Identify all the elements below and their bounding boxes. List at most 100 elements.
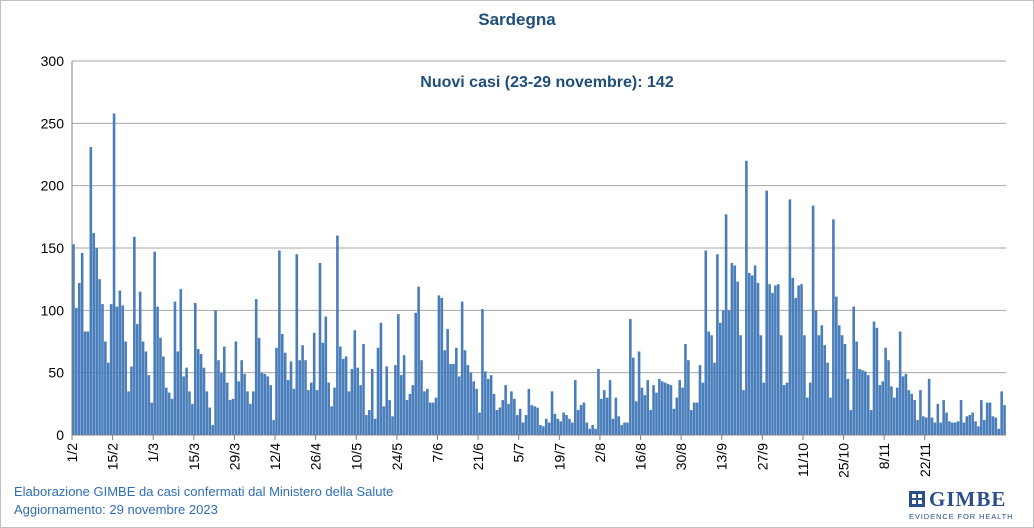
bar bbox=[501, 400, 505, 435]
bar bbox=[144, 351, 148, 435]
bar bbox=[246, 391, 249, 435]
bar bbox=[428, 402, 432, 435]
bar bbox=[980, 400, 983, 435]
bar bbox=[423, 391, 426, 435]
bar bbox=[817, 335, 821, 435]
bar bbox=[431, 402, 435, 435]
x-tick-label: 30/8 bbox=[673, 443, 689, 470]
bar bbox=[426, 388, 429, 435]
bar bbox=[597, 368, 600, 435]
bar bbox=[573, 380, 577, 435]
x-tick-label: 8/11 bbox=[876, 443, 892, 469]
bar bbox=[991, 416, 995, 435]
bar bbox=[376, 347, 380, 435]
bar bbox=[466, 365, 470, 435]
x-tick-label: 15/2 bbox=[105, 443, 121, 470]
bar bbox=[658, 378, 661, 435]
axes bbox=[71, 61, 1006, 440]
bar bbox=[669, 385, 673, 435]
bar bbox=[457, 376, 461, 435]
bar bbox=[982, 420, 986, 435]
bar bbox=[89, 147, 93, 435]
bar bbox=[913, 400, 916, 435]
bar bbox=[121, 305, 125, 435]
bar bbox=[220, 372, 223, 435]
bar bbox=[774, 285, 777, 435]
bar bbox=[695, 402, 699, 435]
bar bbox=[463, 350, 467, 435]
bar bbox=[878, 385, 882, 435]
bar bbox=[800, 284, 803, 435]
bar bbox=[455, 347, 458, 435]
bar bbox=[185, 367, 188, 435]
bar bbox=[687, 360, 690, 435]
bar bbox=[742, 390, 745, 435]
bar bbox=[956, 421, 960, 435]
bar bbox=[524, 415, 528, 435]
bar bbox=[919, 390, 922, 435]
bar bbox=[971, 412, 974, 435]
bar bbox=[530, 405, 534, 435]
bars bbox=[72, 113, 1006, 436]
bar bbox=[823, 345, 827, 435]
bar bbox=[359, 385, 362, 435]
y-tick-label: 300 bbox=[41, 53, 65, 69]
bar bbox=[777, 284, 780, 435]
bar bbox=[869, 410, 873, 435]
bar bbox=[150, 402, 154, 435]
bar bbox=[283, 352, 287, 435]
bar bbox=[852, 306, 856, 435]
gimbe-logo-mark-icon bbox=[909, 491, 925, 507]
bar bbox=[147, 375, 151, 435]
bar bbox=[475, 388, 478, 435]
bar bbox=[959, 400, 963, 435]
bar bbox=[579, 405, 583, 435]
y-axis-tick-labels: 0 50 100 150 200 250 300 bbox=[41, 53, 65, 443]
bar bbox=[808, 382, 812, 435]
bar bbox=[193, 302, 197, 435]
bar bbox=[747, 272, 751, 435]
bar bbox=[394, 365, 397, 435]
bar bbox=[576, 410, 580, 435]
x-tick-label: 7/6 bbox=[429, 443, 445, 463]
bar bbox=[368, 410, 371, 435]
bar bbox=[689, 410, 693, 435]
bar bbox=[849, 410, 853, 435]
x-tick-label: 5/7 bbox=[511, 443, 527, 463]
bar bbox=[994, 417, 998, 435]
bar bbox=[855, 341, 858, 435]
bar bbox=[875, 327, 879, 435]
bar bbox=[170, 398, 174, 435]
x-tick-label: 11/10 bbox=[795, 443, 811, 477]
bar bbox=[298, 360, 301, 435]
bar bbox=[536, 407, 539, 435]
bar bbox=[611, 418, 615, 435]
bar bbox=[608, 380, 612, 435]
bar bbox=[768, 284, 771, 435]
bar bbox=[704, 250, 708, 435]
bar bbox=[936, 403, 940, 435]
bar bbox=[92, 233, 96, 435]
bar bbox=[280, 334, 284, 435]
bar bbox=[83, 331, 87, 435]
bar bbox=[582, 402, 586, 435]
bar bbox=[208, 407, 212, 435]
bar bbox=[924, 417, 928, 435]
bar bbox=[240, 360, 243, 435]
bar bbox=[333, 387, 336, 435]
y-tick-label: 200 bbox=[41, 178, 65, 194]
x-tick-label: 1/3 bbox=[145, 443, 161, 463]
bar bbox=[884, 347, 887, 435]
bar bbox=[916, 420, 919, 435]
update-date: Aggiornamento: 29 novembre 2023 bbox=[14, 502, 218, 517]
bar bbox=[977, 426, 980, 435]
bar bbox=[382, 406, 386, 435]
bar bbox=[86, 331, 90, 435]
bar bbox=[495, 410, 499, 435]
bar bbox=[408, 393, 412, 435]
bar bbox=[692, 402, 696, 435]
bar bbox=[286, 380, 290, 435]
bar bbox=[191, 403, 194, 435]
bar bbox=[965, 416, 969, 435]
